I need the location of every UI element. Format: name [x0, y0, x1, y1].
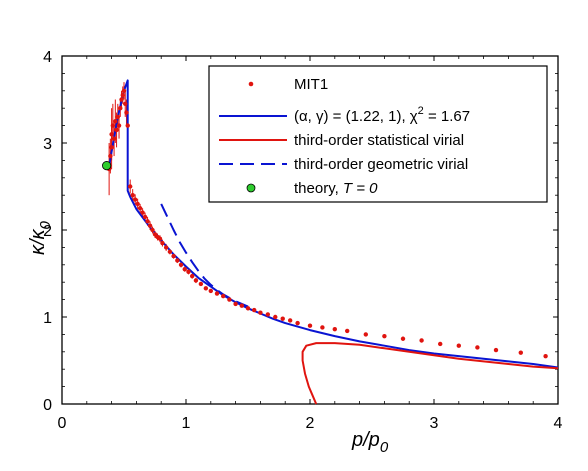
mit1-point [118, 106, 123, 111]
mit1-point [113, 119, 118, 124]
mit1-point [160, 240, 165, 246]
legend-geometric-virial-label: third-order geometric virial [294, 156, 468, 173]
mit1-point [265, 312, 271, 317]
mit1-point [128, 184, 133, 189]
mit1-point [543, 353, 548, 359]
mit1-point [245, 306, 251, 311]
mit1-point [119, 97, 124, 102]
mit1-point [125, 123, 130, 128]
mit1-point [280, 316, 285, 321]
x-tick-label: 2 [306, 415, 315, 432]
mit1-point [150, 227, 155, 233]
y-tick-label: 1 [43, 310, 52, 327]
mit1-point [198, 281, 204, 287]
mit1-point [178, 262, 184, 267]
mit1-point [109, 145, 114, 150]
mit1-point [110, 123, 116, 128]
mit1-point [163, 245, 169, 250]
mit1-point [171, 253, 176, 259]
legend-theory-swatch [246, 183, 256, 193]
mit1-point [518, 350, 523, 355]
legend-statistical-virial-label: third-order statistical virial [294, 132, 464, 149]
mit1-point [132, 197, 138, 202]
mit1-point [115, 114, 121, 120]
x-axis-label: p/p0 [351, 429, 389, 456]
mit1-point [419, 338, 424, 343]
mit1-point [145, 219, 150, 224]
x-tick-label: 3 [430, 415, 439, 432]
mit1-point [130, 193, 135, 198]
legend-box [208, 65, 548, 203]
geometric-virial-curve [160, 203, 249, 308]
mit1-point [186, 269, 191, 274]
mit1-point [320, 325, 325, 330]
x-tick-label: 1 [182, 415, 191, 432]
y-tick-label: 4 [43, 49, 52, 66]
mit1-point [400, 336, 406, 341]
mit1-point [295, 320, 300, 326]
y-tick-label: 0 [43, 397, 52, 414]
mit1-point [147, 223, 153, 228]
mit1-point [116, 123, 122, 128]
mit1-point [175, 258, 180, 263]
y-axis-label: κ/κ0 [27, 220, 54, 255]
mit1-point [227, 297, 232, 302]
theory-point [102, 161, 112, 171]
mit1-points [106, 88, 548, 359]
x-tick-label: 4 [554, 415, 563, 432]
legend-theory-label: theory, T = 0 [294, 180, 378, 197]
legend: MIT1 (α, γ) = (1.22, 1), χ2 = 1.67 third… [208, 65, 548, 203]
mit1-point [258, 310, 263, 315]
legend-mit1-swatch [248, 81, 254, 87]
mit1-point [137, 206, 143, 211]
theory-marker [102, 161, 112, 171]
mit1-point [273, 314, 278, 320]
mit1-point [208, 288, 213, 294]
mit1-point [135, 201, 140, 207]
mit1-point [193, 278, 199, 283]
mit1-point [190, 273, 195, 279]
mit1-point [239, 303, 244, 308]
mit1-point [456, 343, 461, 348]
mit1-point [142, 214, 148, 220]
mit1-point [124, 110, 129, 115]
legend-fit-label: (α, γ) = (1.22, 1), χ2 = 1.67 [294, 105, 470, 125]
mit1-point [157, 236, 163, 241]
mit1-point [167, 249, 173, 254]
mit1-point [363, 332, 368, 337]
mit1-point [109, 132, 114, 137]
mit1-point [287, 318, 293, 323]
mit1-point [121, 88, 127, 94]
mit1-point [382, 333, 387, 339]
mit1-point [438, 341, 443, 347]
mit1-point [123, 101, 128, 107]
mit1-point [111, 136, 117, 141]
mit1-point [475, 345, 480, 350]
mit1-point [182, 266, 187, 272]
legend-mit1-label: MIT1 [294, 76, 328, 93]
y-tick-label: 3 [43, 136, 52, 153]
mit1-point [345, 328, 350, 334]
mit1-point [493, 347, 499, 353]
mit1-point [114, 127, 119, 133]
axis-ticks [61, 55, 559, 405]
x-tick-label: 0 [58, 415, 67, 432]
mit1-point [221, 293, 226, 299]
mit1-point [214, 291, 220, 296]
mit1-point [140, 210, 145, 215]
statistical-virial-curve [301, 342, 559, 405]
mit1-point [252, 307, 257, 313]
mit1-point [120, 92, 125, 98]
y-tick-label: 2 [43, 223, 52, 240]
mit1-point [203, 286, 209, 291]
mit1-point [332, 326, 337, 332]
mit1-point [233, 301, 238, 307]
x-tick-labels: 0 1 2 3 4 [58, 415, 563, 432]
y-tick-labels: 0 1 2 3 4 [43, 49, 52, 414]
mit1-point [108, 153, 113, 159]
mit1-point [307, 323, 313, 328]
